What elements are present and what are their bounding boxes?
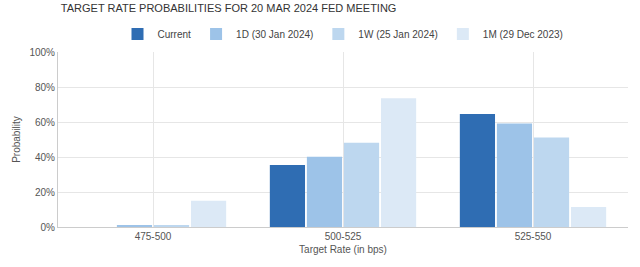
svg-text:Target Rate (in bps): Target Rate (in bps) [299, 244, 387, 255]
svg-text:Current: Current [158, 29, 192, 40]
svg-text:1W (25 Jan 2024): 1W (25 Jan 2024) [358, 29, 438, 40]
svg-text:525-550: 525-550 [515, 231, 552, 242]
svg-text:1D (30 Jan 2024): 1D (30 Jan 2024) [236, 29, 313, 40]
svg-text:80%: 80% [35, 82, 55, 93]
svg-text:60%: 60% [35, 117, 55, 128]
svg-text:1M (29 Dec 2023): 1M (29 Dec 2023) [483, 29, 563, 40]
svg-text:Probability: Probability [11, 116, 22, 163]
svg-text:TARGET RATE PROBABILITIES FOR: TARGET RATE PROBABILITIES FOR 20 MAR 202… [61, 2, 397, 14]
svg-text:100%: 100% [29, 47, 55, 58]
svg-text:0%: 0% [41, 222, 56, 233]
svg-text:475-500: 475-500 [135, 231, 172, 242]
svg-text:40%: 40% [35, 152, 55, 163]
svg-text:20%: 20% [35, 187, 55, 198]
svg-text:500-525: 500-525 [325, 231, 362, 242]
